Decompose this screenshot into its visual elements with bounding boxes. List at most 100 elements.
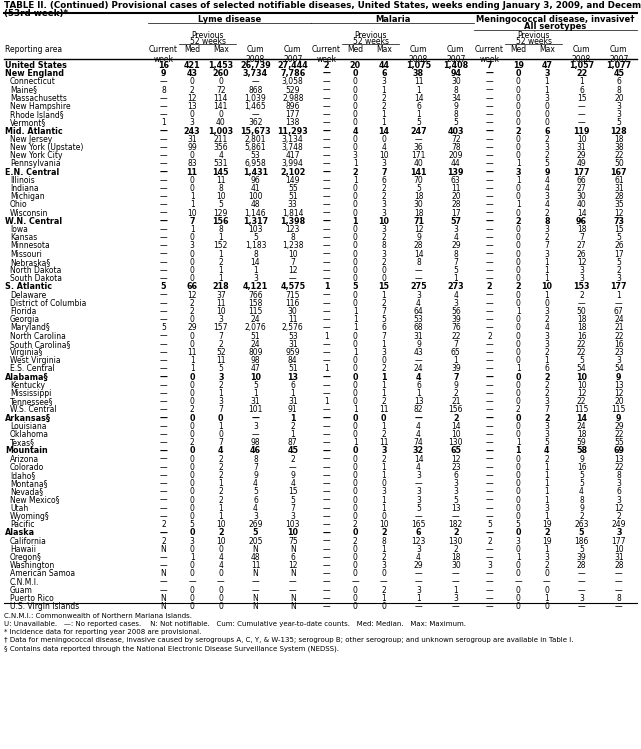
Text: 3: 3 (381, 249, 387, 258)
Text: 3: 3 (453, 479, 458, 488)
Text: 3: 3 (253, 422, 258, 431)
Text: Ohio: Ohio (10, 201, 28, 210)
Text: 0: 0 (515, 69, 521, 78)
Text: —: — (486, 176, 494, 185)
Text: Cum
2007: Cum 2007 (283, 45, 303, 64)
Text: —: — (486, 488, 494, 497)
Text: 11: 11 (216, 357, 226, 366)
Text: —: — (322, 438, 330, 447)
Text: 5: 5 (544, 160, 549, 169)
Text: —: — (160, 266, 167, 275)
Text: 22: 22 (576, 69, 587, 78)
Text: —: — (322, 536, 330, 545)
Text: 1,453: 1,453 (208, 61, 233, 70)
Text: 4: 4 (544, 176, 549, 185)
Text: —: — (160, 332, 167, 341)
Text: 5: 5 (579, 471, 584, 480)
Text: 50: 50 (577, 307, 587, 316)
Text: 2: 2 (381, 102, 387, 111)
Text: Utah: Utah (10, 504, 28, 513)
Text: 1: 1 (161, 118, 166, 127)
Text: 12: 12 (577, 258, 587, 267)
Text: 19: 19 (542, 536, 552, 545)
Text: 7: 7 (453, 340, 458, 349)
Text: 128: 128 (610, 127, 628, 136)
Text: 0: 0 (516, 594, 520, 603)
Text: —: — (415, 479, 422, 488)
Text: 0: 0 (516, 430, 520, 439)
Text: 0: 0 (190, 266, 195, 275)
Text: 1: 1 (516, 365, 520, 374)
Text: —: — (322, 266, 330, 275)
Text: 0: 0 (190, 463, 195, 472)
Text: W.S. Central: W.S. Central (10, 405, 56, 414)
Text: 0: 0 (516, 479, 520, 488)
Text: 0: 0 (353, 258, 358, 267)
Text: 5: 5 (416, 118, 421, 127)
Text: 260: 260 (213, 69, 229, 78)
Text: 1: 1 (381, 340, 387, 349)
Text: 809: 809 (248, 348, 263, 357)
Text: —: — (486, 307, 494, 316)
Text: 67: 67 (614, 307, 624, 316)
Text: 1: 1 (353, 405, 358, 414)
Text: 4: 4 (219, 561, 223, 570)
Text: 6: 6 (381, 69, 387, 78)
Text: 7: 7 (290, 504, 296, 513)
Text: 3: 3 (416, 291, 421, 300)
Text: 0: 0 (516, 488, 520, 497)
Text: 3: 3 (381, 348, 387, 357)
Text: 46: 46 (250, 446, 261, 455)
Text: 0: 0 (219, 545, 223, 554)
Text: 2,076: 2,076 (245, 324, 267, 333)
Text: 30: 30 (413, 201, 424, 210)
Text: 1: 1 (353, 307, 358, 316)
Text: 1: 1 (381, 496, 387, 505)
Text: 5: 5 (253, 233, 258, 242)
Text: 403: 403 (447, 127, 464, 136)
Text: —: — (322, 160, 330, 169)
Text: —: — (486, 389, 494, 398)
Text: 1: 1 (617, 291, 621, 300)
Text: —: — (160, 94, 167, 103)
Text: 5: 5 (544, 438, 549, 447)
Text: 1: 1 (353, 348, 358, 357)
Text: 20: 20 (349, 61, 361, 70)
Text: 5: 5 (219, 201, 223, 210)
Text: 5: 5 (353, 282, 358, 291)
Text: 18: 18 (614, 135, 624, 144)
Text: —: — (322, 569, 330, 578)
Text: 52 weeks: 52 weeks (516, 37, 552, 46)
Text: 129: 129 (213, 209, 228, 218)
Text: 31: 31 (251, 397, 260, 406)
Text: 5: 5 (579, 545, 584, 554)
Text: 1: 1 (544, 496, 549, 505)
Text: —: — (415, 274, 422, 283)
Text: —: — (485, 69, 494, 78)
Text: 5: 5 (579, 528, 585, 537)
Text: 3: 3 (544, 69, 549, 78)
Text: Alabama§: Alabama§ (5, 372, 49, 381)
Text: 6: 6 (579, 85, 584, 94)
Text: 1: 1 (190, 553, 194, 562)
Text: 1: 1 (544, 479, 549, 488)
Text: 11: 11 (379, 438, 388, 447)
Text: 3: 3 (579, 594, 584, 603)
Text: 1: 1 (324, 332, 329, 341)
Text: 9: 9 (416, 233, 421, 242)
Text: 0: 0 (190, 430, 195, 439)
Text: —: — (615, 569, 622, 578)
Text: New Jersey: New Jersey (10, 135, 53, 144)
Text: 14: 14 (413, 455, 423, 464)
Text: —: — (160, 422, 167, 431)
Text: —: — (289, 577, 297, 586)
Text: 1: 1 (516, 201, 520, 210)
Text: 7: 7 (219, 438, 223, 447)
Text: 177: 177 (612, 536, 626, 545)
Text: 0: 0 (353, 422, 358, 431)
Text: 0: 0 (516, 348, 520, 357)
Text: —: — (160, 430, 167, 439)
Text: Massachusetts: Massachusetts (10, 94, 67, 103)
Text: 149: 149 (285, 176, 300, 185)
Text: —: — (485, 413, 494, 422)
